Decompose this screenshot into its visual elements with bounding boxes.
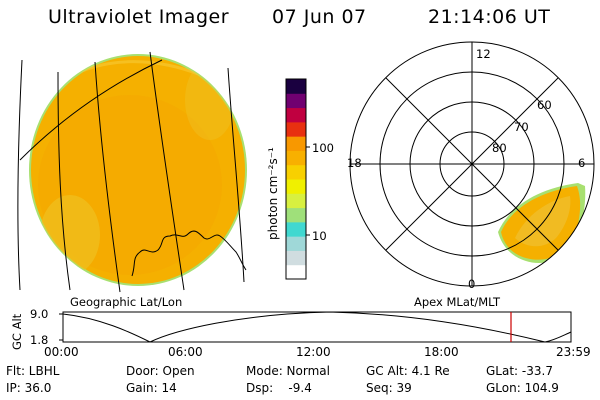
gc-alt-ytick-top: 9.0 [30, 307, 49, 321]
lat-60-label: 60 [537, 98, 552, 112]
mlt-18-label: 18 [347, 156, 362, 170]
gc-alt-ytick-bottom: 1.8 [30, 333, 49, 347]
colorbar [285, 78, 310, 280]
door-info: Door: Open [126, 364, 195, 378]
colorbar-cell [286, 221, 306, 237]
gc-alt-ylabel: GC Alt [10, 313, 24, 350]
colorbar-cell [286, 93, 306, 109]
meridian-lines [17, 51, 245, 293]
polar-plot [349, 41, 595, 287]
gc-alt-plot [59, 311, 572, 343]
colorbar-cell [286, 121, 306, 137]
time-label: 21:14:06 UT [428, 6, 551, 28]
mlt-0-label: 0 [468, 277, 476, 291]
colorbar-cell [286, 136, 306, 151]
x-tick-0600: 06:00 [168, 345, 203, 359]
instrument-title: Ultraviolet Imager [48, 6, 230, 28]
apex-caption: Apex MLat/MLT [414, 295, 501, 309]
gain-info: Gain: 14 [126, 381, 177, 395]
x-tick-0000: 00:00 [44, 345, 79, 359]
geographic-image [17, 51, 247, 293]
geographic-caption: Geographic Lat/Lon [70, 295, 183, 309]
lat-80-label: 80 [492, 141, 507, 155]
colorbar-cell [286, 264, 306, 280]
colorbar-cell [286, 250, 306, 266]
x-tick-1800: 18:00 [424, 345, 459, 359]
ip-info: IP: 36.0 [6, 381, 52, 395]
colorbar-cell [286, 164, 306, 180]
lat-70-label: 70 [514, 120, 529, 134]
colorbar-tick-100: 100 [312, 141, 334, 155]
colorbar-cell [286, 193, 306, 209]
flt-info: Flt: LBHL [6, 364, 60, 378]
date-label: 07 Jun 07 [272, 6, 367, 28]
colorbar-label: photon cm⁻²s⁻¹ [266, 147, 280, 240]
x-tick-2359: 23:59 [556, 345, 591, 359]
colorbar-cell [286, 236, 306, 251]
latitude-line [19, 59, 163, 161]
colorbar-cell [286, 207, 306, 223]
glat-info: GLat: -33.7 [486, 364, 553, 378]
mlt-6-label: 6 [578, 156, 586, 170]
colorbar-cell [286, 79, 306, 94]
coastline [131, 230, 247, 277]
mlt-12-label: 12 [476, 47, 491, 61]
x-tick-1200: 12:00 [296, 345, 331, 359]
colorbar-cell [286, 150, 306, 166]
mode-info: Mode: Normal [246, 364, 330, 378]
seq-info: Seq: 39 [366, 381, 412, 395]
colorbar-tick-10: 10 [312, 229, 327, 243]
colorbar-cell [286, 107, 306, 123]
glon-info: GLon: 104.9 [486, 381, 559, 395]
gc-alt-curve [62, 311, 572, 343]
gc-alt-info: GC Alt: 4.1 Re [366, 364, 450, 378]
colorbar-cell [286, 179, 306, 194]
dsp-info: Dsp: -9.4 [246, 381, 312, 395]
